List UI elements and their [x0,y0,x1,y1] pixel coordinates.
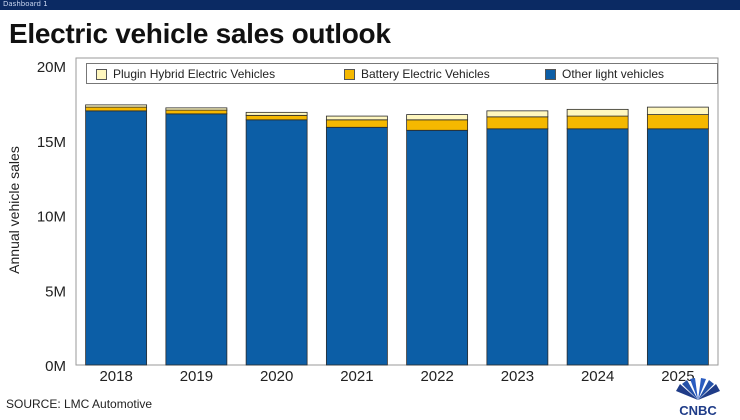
bar-2022-series-2 [406,114,469,121]
bar-2019-series-1 [165,109,228,115]
bar-2020-series-0 [245,119,308,366]
bar-2023-series-2 [486,110,549,118]
x-tick-label: 2023 [501,368,534,385]
y-tick-label: 20M [37,59,66,76]
legend-label-phev: Plugin Hybrid Electric Vehicles [113,67,276,81]
bar-2020-series-1 [245,114,308,121]
legend-item-bev: Battery Electric Vehicles [344,67,490,81]
legend-swatch-bev [344,68,355,80]
dashboard-tab-label[interactable]: Dashboard 1 [3,0,48,8]
chart-legend: Plugin Hybrid Electric Vehicles Battery … [86,63,718,84]
legend-item-other: Other light vehicles [545,67,664,81]
bar-2024-series-1 [566,115,629,130]
dashboard-header-bar: Dashboard 1 [0,0,740,10]
plot-frame [75,57,719,366]
legend-item-phev: Plugin Hybrid Electric Vehicles [96,67,275,81]
legend-swatch-other [545,68,556,80]
bar-2019-series-2 [165,107,228,111]
bar-2025-series-1 [646,114,709,130]
bar-2023-series-1 [486,116,549,130]
bar-2018-series-2 [85,104,148,108]
bar-2022-series-1 [406,119,469,131]
bar-2018-series-1 [85,106,148,112]
bar-2022-series-0 [406,129,469,366]
y-tick-label: 15M [37,134,66,151]
source-note: SOURCE: LMC Automotive [6,397,153,411]
y-tick-label: 5M [45,283,66,300]
x-tick-label: 2019 [180,368,213,385]
peacock-icon [674,378,722,402]
bar-2021-series-2 [325,115,388,121]
bar-2019-series-0 [165,113,228,366]
x-tick-label: 2022 [420,368,453,385]
chart-title: Electric vehicle sales outlook [9,18,391,49]
legend-label-other: Other light vehicles [562,67,665,81]
bar-2024-series-0 [566,128,629,366]
x-tick-label: 2020 [260,368,293,385]
y-tick-label: 0M [45,358,66,375]
bar-2021-series-1 [325,119,388,128]
y-tick-label: 10M [37,209,66,226]
bar-2020-series-2 [245,111,308,116]
bar-2025-series-2 [646,106,709,115]
legend-swatch-phev [96,68,107,80]
x-tick-label: 2024 [581,368,614,385]
bar-2021-series-0 [325,126,388,366]
bar-2023-series-0 [486,128,549,366]
bar-2018-series-0 [85,110,148,366]
cnbc-logo: CNBC [674,378,722,418]
x-tick-label: 2021 [340,368,373,385]
bar-2025-series-0 [646,128,709,366]
x-tick-label: 2018 [99,368,132,385]
legend-label-bev: Battery Electric Vehicles [361,67,490,81]
cnbc-logo-text: CNBC [679,403,717,418]
bar-2024-series-2 [566,108,629,117]
